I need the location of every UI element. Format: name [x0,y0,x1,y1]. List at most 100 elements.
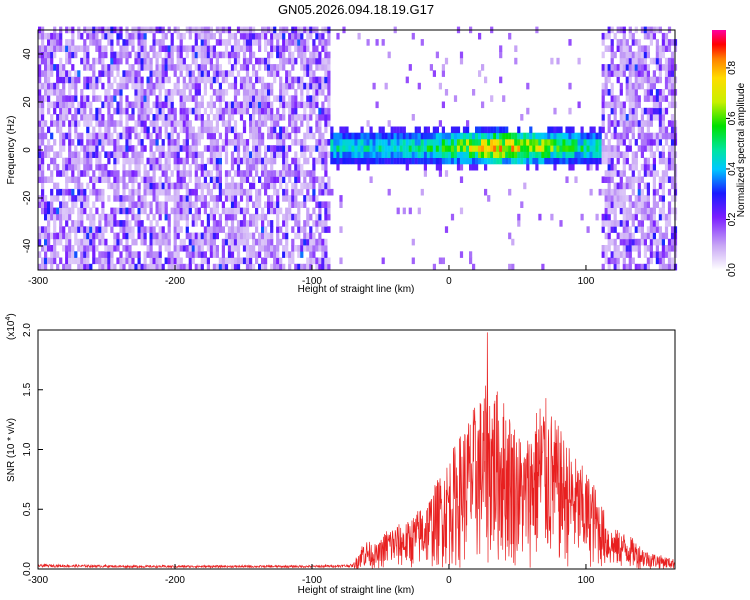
spectrogram-cell [143,64,147,71]
spectrogram-cell [327,151,331,158]
spectrogram-cell [291,245,295,252]
spectrogram-cell [616,251,620,258]
spectrogram-cell [664,76,669,84]
spectrogram-cell [619,45,623,52]
spectrogram-cell [80,132,84,140]
spectrogram-cell [607,232,611,240]
spectrogram-cell [318,176,322,183]
spectrogram-cell [161,238,165,246]
spectrogram-cell [143,45,147,52]
spectrogram-cell [185,114,189,121]
spectrogram-cell [321,76,325,84]
spectrogram-cell [173,151,177,158]
spectrogram-cell [236,57,241,65]
spectrogram-cell [242,126,247,134]
spectrogram-cell [664,226,669,233]
spectrogram-cell [553,132,557,140]
spectrogram-cell [420,157,424,165]
spectrogram-cell [484,139,488,146]
spectrogram-cell [667,263,672,271]
spectrogram-cell [670,157,675,165]
spectrogram-cell [571,157,575,165]
spectrogram-cell [242,64,247,71]
spectrogram-cell [209,170,213,177]
spectrogram-cell [273,263,277,271]
spectrogram-cell [194,95,198,102]
spectrogram-cell [655,89,659,96]
spectrogram-cell [89,226,93,233]
spectrogram-cell [550,57,554,65]
spectrogram-cell [47,257,51,265]
spectrogram-cell [104,126,108,134]
spectrogram-cell [71,45,75,52]
spectrogram-cell [637,95,641,102]
spectrogram-cell [59,107,63,115]
spectrogram-cell [607,238,611,246]
spectrogram-cell [143,57,147,65]
spectrogram-cell [62,101,66,109]
spectrogram-cell [291,251,295,258]
spectrogram-cell [444,170,449,177]
spectrogram-cell [59,170,63,177]
spectrogram-cell [83,251,87,258]
spectrogram-cell [667,76,672,84]
spectrogram-cell [472,157,476,165]
spectrogram-cell [631,182,635,190]
spectrogram-cell [646,207,650,215]
spectrogram-cell [649,163,653,171]
spectrogram-cell [306,45,310,52]
spectrogram-cell [646,263,650,271]
spectrogram-cell [667,64,672,71]
spectrogram-cell [146,64,150,71]
spectrogram-cell [134,32,138,40]
spectrogram-cell [258,188,262,196]
spectrogram-cell [643,251,647,258]
spectrogram-cell [270,163,274,171]
spectrogram-cell [619,89,623,96]
spectrogram-cell [200,257,204,265]
spectrogram-cell [140,176,144,183]
spectrogram-cell [649,82,653,90]
spectrogram-cell [318,114,322,121]
spectrogram-cell [318,82,322,90]
spectrogram-x-ticks: -300 -200 -100 0 100 [28,265,595,287]
spectrogram-cell [215,182,219,190]
spectrogram-cell [128,257,132,265]
spectrogram-cell [152,89,156,96]
spectrogram-cell [610,89,614,96]
spectrogram-cell [194,238,198,246]
spectrogram-cell [637,220,641,227]
spectrogram-cell [161,45,165,52]
spectrogram-cell [131,145,135,152]
spectrogram-cell [613,170,617,177]
spectrogram-cell [194,182,198,190]
snr-y-ticks: 0.00.51.01.52.0 [22,323,43,576]
spectrogram-cell [435,151,439,158]
spectrogram-cell [655,39,659,46]
spectrogram-cell [435,51,439,59]
spectrogram-cell [306,188,310,196]
spectrogram-cell [122,170,126,177]
spectrogram-cell [125,226,129,233]
spectrogram-cell [197,251,201,258]
spectrogram-cell [604,145,608,152]
spectrogram-cell [610,220,614,227]
spectrogram-cell [161,145,165,152]
spectrogram-cell [50,170,54,177]
spectrogram-cell [185,64,189,71]
spectrogram-cell [288,170,292,177]
spectrogram-cell [487,151,491,158]
spectrogram-cell [303,176,307,183]
spectrogram-cell [616,39,620,46]
spectrogram-cell [122,70,126,77]
spectrogram-cell [167,64,171,71]
spectrogram-cell [164,57,168,65]
spectrogram-cell [384,151,388,158]
spectrogram-cell [212,132,216,140]
spectrogram-cell [462,132,467,140]
spectrogram-cell [658,126,662,134]
spectrogram-cell [387,139,391,146]
spectrogram-cell [182,126,186,134]
spectrogram-cell [107,132,111,140]
spectrogram-cell [607,101,611,109]
